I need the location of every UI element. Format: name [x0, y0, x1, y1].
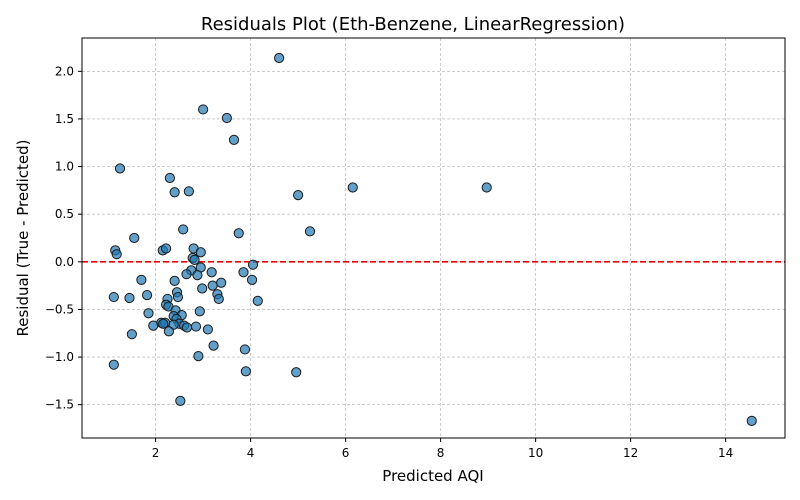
data-point [114, 163, 126, 174]
data-point [194, 306, 205, 317]
y-tick-label: 0.0 [55, 255, 74, 269]
data-point [124, 292, 135, 304]
scatter-points [108, 52, 757, 426]
data-point [207, 280, 218, 291]
y-tick-label: −0.5 [45, 302, 74, 316]
data-point [206, 267, 217, 278]
y-tick-label: 0.5 [55, 207, 74, 221]
data-point [195, 247, 206, 258]
data-point [233, 228, 244, 239]
data-point [746, 415, 757, 426]
data-point [111, 249, 122, 260]
data-point [202, 324, 213, 335]
data-point [178, 224, 189, 235]
x-tick-label: 10 [528, 446, 543, 460]
data-point [193, 350, 204, 362]
y-tick-label: 1.5 [55, 112, 74, 126]
data-point [293, 190, 304, 201]
x-tick-label: 12 [623, 446, 638, 460]
data-point [158, 318, 169, 329]
data-point [126, 329, 137, 340]
y-tick-label: 2.0 [55, 64, 74, 78]
data-point [228, 134, 240, 146]
data-point [481, 182, 492, 193]
data-point [148, 320, 159, 331]
x-tick-label: 14 [718, 446, 733, 460]
data-point [189, 254, 200, 266]
data-point [108, 359, 119, 370]
x-axis-ticks: 2 4 6 8 10 12 14 [152, 438, 733, 460]
x-tick-label: 4 [247, 446, 255, 460]
data-point [246, 274, 258, 286]
chart-title: Residuals Plot (Eth-Benzene, LinearRegre… [201, 14, 625, 35]
data-point [169, 187, 180, 198]
data-point [163, 326, 175, 337]
x-tick-label: 6 [342, 446, 350, 460]
data-point [108, 291, 119, 303]
data-point [198, 104, 209, 115]
data-point [141, 290, 153, 301]
data-point [208, 340, 219, 351]
data-point [160, 243, 172, 254]
data-point [129, 232, 140, 244]
y-axis-ticks: −1.5 −1.0 −0.5 0.0 0.5 1.0 1.5 2.0 [45, 64, 82, 412]
data-point [221, 112, 232, 124]
data-point [183, 186, 194, 197]
y-tick-label: 1.0 [55, 160, 74, 174]
data-point [213, 293, 224, 305]
data-point [169, 275, 180, 286]
data-point [252, 295, 263, 306]
data-point [239, 344, 251, 355]
plot-frame [81, 37, 786, 439]
y-tick-label: −1.5 [45, 398, 74, 412]
data-point [136, 274, 147, 286]
data-point [274, 52, 285, 64]
data-point [216, 277, 227, 288]
data-point [181, 269, 192, 280]
x-tick-label: 2 [152, 446, 160, 460]
data-point [347, 182, 358, 193]
data-point [190, 321, 202, 332]
data-point [304, 226, 316, 237]
data-point [291, 367, 302, 378]
data-point [240, 366, 251, 377]
data-point [181, 322, 193, 333]
data-point [247, 259, 259, 270]
data-point [164, 172, 175, 184]
data-point [192, 270, 203, 281]
data-point [197, 283, 208, 294]
x-tick-label: 8 [437, 446, 445, 460]
data-point [175, 395, 186, 406]
x-axis-title: Predicted AQI [382, 467, 483, 485]
data-point [238, 267, 249, 278]
data-point [172, 291, 184, 303]
y-axis-title: Residual (True - Predicted) [14, 139, 32, 336]
y-tick-label: −1.0 [45, 350, 74, 364]
data-point [143, 308, 154, 319]
